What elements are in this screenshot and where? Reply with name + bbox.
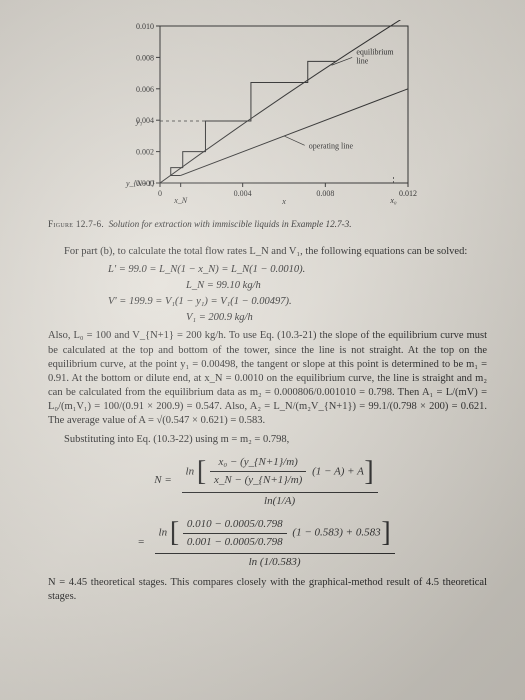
figure-caption-text: Solution for extraction with immiscible … bbox=[109, 219, 352, 229]
svg-text:x₀: x₀ bbox=[389, 196, 397, 205]
paragraph-slope: Also, L₀ = 100 and V_{N+1} = 200 kg/h. T… bbox=[48, 329, 487, 428]
svg-text:0: 0 bbox=[158, 189, 162, 198]
figure-number: Figure 12.7-6. bbox=[48, 219, 104, 229]
svg-text:0.002: 0.002 bbox=[136, 148, 154, 157]
svg-text:equilibrium: equilibrium bbox=[356, 47, 394, 56]
svg-text:0.004: 0.004 bbox=[233, 189, 251, 198]
svg-text:y₁: y₁ bbox=[135, 117, 143, 126]
figure-caption: Figure 12.7-6. Solution for extraction w… bbox=[48, 218, 487, 230]
svg-text:line: line bbox=[356, 56, 368, 65]
paragraph-intro: For part (b), to calculate the total flo… bbox=[48, 245, 487, 259]
eq-v1: V₁ = 200.9 kg/h bbox=[186, 311, 487, 325]
svg-text:0.010: 0.010 bbox=[136, 22, 154, 31]
svg-text:x_N: x_N bbox=[173, 196, 188, 205]
svg-text:operating line: operating line bbox=[308, 141, 353, 150]
equation-n-symbolic: N = ln [ x₀ − (y_{N+1}/m) x_N − (y_{N+1}… bbox=[48, 453, 487, 509]
svg-text:0.012: 0.012 bbox=[399, 189, 417, 198]
eq-lprime: L' = 99.0 = L_N(1 − x_N) = L_N(1 − 0.001… bbox=[108, 263, 487, 277]
svg-text:0.008: 0.008 bbox=[316, 189, 334, 198]
extraction-chart: 0.0000.0020.0040.0060.0080.01000.0040.00… bbox=[118, 20, 418, 210]
eq-ln: L_N = 99.10 kg/h bbox=[186, 279, 487, 293]
equation-block: L' = 99.0 = L_N(1 − x_N) = L_N(1 − 0.001… bbox=[108, 263, 487, 326]
svg-text:0.006: 0.006 bbox=[136, 85, 154, 94]
svg-text:0.008: 0.008 bbox=[136, 53, 154, 62]
paragraph-result: N = 4.45 theoretical stages. This compar… bbox=[48, 576, 487, 604]
svg-text:x: x bbox=[281, 197, 286, 205]
paragraph-subst: Substituting into Eq. (10.3-22) using m … bbox=[48, 433, 487, 447]
eq-vprime: V' = 199.9 = V₁(1 − y₁) = V₁(1 − 0.00497… bbox=[108, 295, 487, 309]
equation-n-numeric: = ln [ 0.010 − 0.0005/0.798 0.001 − 0.00… bbox=[48, 514, 487, 570]
svg-text:y_{N+1}: y_{N+1} bbox=[125, 179, 155, 188]
